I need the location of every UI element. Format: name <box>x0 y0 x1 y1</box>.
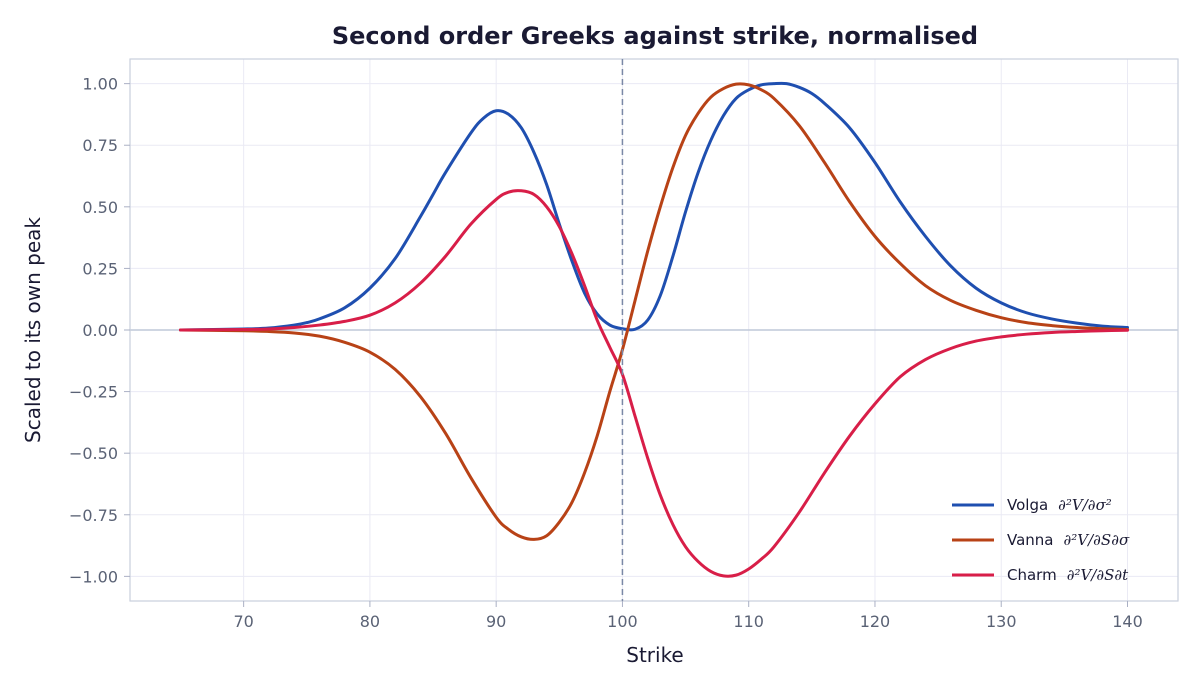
x-tick-label: 100 <box>607 612 638 631</box>
legend-math: ∂²V/∂S∂t <box>1067 566 1129 584</box>
legend-name: Charm <box>1007 566 1057 584</box>
series-layer <box>179 81 1129 578</box>
x-axis-label: Strike <box>626 643 684 667</box>
y-tick-label: 0.75 <box>82 136 118 155</box>
series-line-volga <box>179 81 1129 332</box>
x-tick-label: 140 <box>1112 612 1143 631</box>
x-tick-label: 90 <box>486 612 506 631</box>
x-tick-label: 120 <box>860 612 891 631</box>
y-tick-label: 0.00 <box>82 321 118 340</box>
legend-math: ∂²V/∂σ² <box>1058 496 1112 514</box>
y-tick-label: 0.25 <box>82 259 118 278</box>
legend-math: ∂²V/∂S∂σ <box>1064 531 1130 549</box>
y-axis-label: Scaled to its own peak <box>21 217 45 443</box>
x-tick-label: 110 <box>733 612 764 631</box>
y-tick-label: 0.50 <box>82 198 118 217</box>
legend-label-volga: Volga ∂²V/∂σ² <box>1007 496 1112 514</box>
x-tick-label: 70 <box>233 612 253 631</box>
x-tick-label: 130 <box>986 612 1017 631</box>
y-tick-label: 1.00 <box>82 75 118 94</box>
legend-label-charm: Charm ∂²V/∂S∂t <box>1007 566 1129 584</box>
y-tick-label: −0.75 <box>69 506 118 525</box>
series-line-vanna <box>179 82 1129 541</box>
legend-label-vanna: Vanna ∂²V/∂S∂σ <box>1007 531 1130 549</box>
y-tick-label: −0.25 <box>69 383 118 402</box>
legend-name: Vanna <box>1007 531 1054 549</box>
x-tick-label: 80 <box>360 612 380 631</box>
y-tick-label: −1.00 <box>69 567 118 586</box>
legend-name: Volga <box>1007 496 1048 514</box>
chart-title: Second order Greeks against strike, norm… <box>332 22 978 50</box>
series-line-charm <box>179 189 1129 578</box>
ticks-layer: 70 80 90 100 110 120 130 140 1.00 0.75 0.50 0.25 0.0… <box>69 75 1143 631</box>
y-tick-label: −0.50 <box>69 444 118 463</box>
